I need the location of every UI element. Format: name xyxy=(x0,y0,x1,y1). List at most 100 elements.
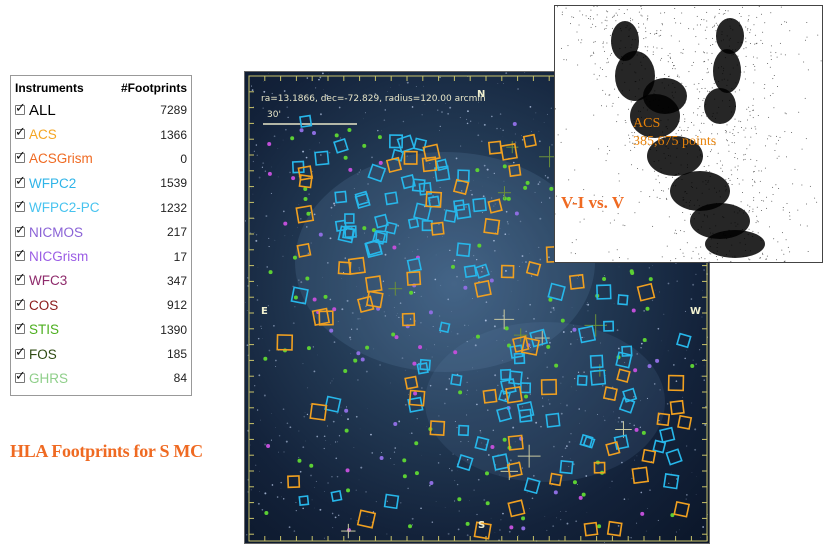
footprint-dot xyxy=(548,297,553,302)
footprint-dot xyxy=(521,516,526,521)
cmd-point xyxy=(637,122,639,124)
background-star xyxy=(319,508,322,511)
background-star xyxy=(546,113,549,116)
background-star xyxy=(340,414,342,416)
background-star xyxy=(280,496,282,498)
cmd-point xyxy=(644,126,646,128)
background-star xyxy=(578,373,580,375)
instrument-checkbox[interactable] xyxy=(15,174,26,189)
cmd-points-label: 385,675 points xyxy=(633,134,717,149)
instrument-checkbox[interactable] xyxy=(15,223,26,238)
background-star xyxy=(532,474,535,477)
cmd-point xyxy=(800,224,802,226)
background-star xyxy=(445,388,448,391)
acs-footprint xyxy=(583,521,599,537)
cmd-point xyxy=(784,21,786,23)
wfpc2-footprint xyxy=(396,134,416,154)
cmd-point xyxy=(772,186,774,188)
cmd-point xyxy=(708,261,710,262)
background-star xyxy=(460,190,463,192)
background-star xyxy=(519,265,521,267)
footprint-dot xyxy=(362,143,367,148)
cmd-point xyxy=(568,179,570,181)
cmd-point xyxy=(762,253,764,255)
cmd-point xyxy=(732,67,734,69)
instrument-checkbox[interactable] xyxy=(15,125,26,140)
cmd-point xyxy=(589,18,591,20)
cmd-point xyxy=(752,211,754,213)
background-star xyxy=(341,308,344,311)
background-star xyxy=(483,123,486,126)
cmd-point xyxy=(665,197,667,199)
instrument-checkbox[interactable] xyxy=(15,369,26,384)
cmd-point xyxy=(563,59,565,61)
instrument-checkbox[interactable] xyxy=(15,320,26,335)
background-star xyxy=(537,183,540,185)
cmd-point xyxy=(675,229,677,231)
cmd-point xyxy=(629,89,631,91)
footprint-dot xyxy=(318,232,323,237)
background-star xyxy=(322,276,323,278)
instrument-count: 217 xyxy=(166,225,187,240)
background-star xyxy=(307,252,310,255)
cmd-point xyxy=(706,20,708,22)
instrument-checkbox[interactable] xyxy=(15,247,26,262)
cmd-point xyxy=(713,187,715,189)
background-star xyxy=(480,432,482,434)
cmd-point xyxy=(682,197,684,199)
instrument-checkbox[interactable] xyxy=(15,296,26,311)
footprint-dot xyxy=(268,270,273,275)
wfpc2-footprint xyxy=(383,493,400,510)
footprint-dot xyxy=(266,443,271,448)
background-star xyxy=(494,374,497,377)
instrument-checkbox[interactable] xyxy=(15,198,26,213)
background-star xyxy=(267,305,270,307)
background-star xyxy=(285,440,288,443)
background-star xyxy=(487,454,490,456)
cmd-point xyxy=(724,237,726,239)
cmd-point xyxy=(625,27,627,29)
background-star xyxy=(487,409,489,411)
background-star xyxy=(277,148,279,149)
cmd-point xyxy=(817,34,819,36)
cmd-point xyxy=(686,193,688,195)
instrument-checkbox[interactable] xyxy=(15,271,26,286)
cmd-point xyxy=(686,242,688,244)
cmd-point xyxy=(707,59,709,61)
instrument-checkbox[interactable] xyxy=(15,345,26,360)
wfpc2-footprint xyxy=(577,325,597,344)
cmd-point xyxy=(573,202,575,204)
cmd-point xyxy=(804,97,806,99)
background-star xyxy=(597,413,599,415)
cmd-point xyxy=(663,153,665,155)
footprint-dot xyxy=(457,497,462,502)
cmd-point xyxy=(628,35,630,37)
background-star xyxy=(398,420,401,423)
cmd-point xyxy=(709,171,711,173)
cmd-point xyxy=(683,129,685,131)
cmd-point xyxy=(681,12,683,14)
cmd-point xyxy=(734,118,736,120)
wfpc2-footprint xyxy=(513,352,526,365)
background-star xyxy=(649,489,651,491)
background-star xyxy=(676,280,679,283)
background-star xyxy=(344,145,345,147)
background-star xyxy=(585,304,587,306)
cmd-point xyxy=(607,11,609,13)
instrument-checkbox[interactable] xyxy=(15,149,26,164)
cmd-point xyxy=(628,134,630,136)
cmd-density-blob xyxy=(647,136,703,176)
instrument-checkbox[interactable] xyxy=(15,101,26,116)
